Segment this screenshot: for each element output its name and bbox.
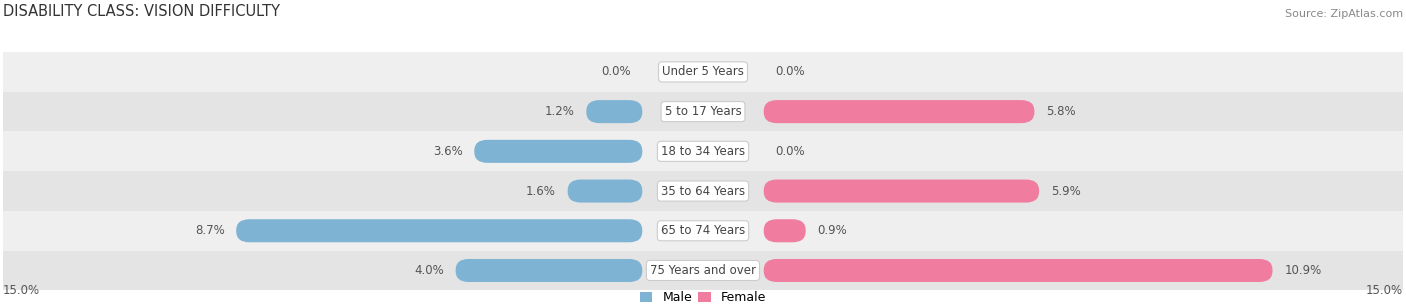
FancyBboxPatch shape	[236, 219, 643, 242]
Text: 1.2%: 1.2%	[544, 105, 575, 118]
Text: Source: ZipAtlas.com: Source: ZipAtlas.com	[1285, 9, 1403, 20]
Text: Under 5 Years: Under 5 Years	[662, 65, 744, 78]
Bar	[3, 52, 1403, 92]
FancyBboxPatch shape	[763, 180, 1039, 203]
Text: 0.0%: 0.0%	[775, 65, 806, 78]
FancyBboxPatch shape	[586, 100, 643, 123]
Text: 18 to 34 Years: 18 to 34 Years	[661, 145, 745, 158]
Text: 5.8%: 5.8%	[1046, 105, 1076, 118]
FancyBboxPatch shape	[763, 259, 1272, 282]
Bar	[3, 92, 1403, 131]
Text: 8.7%: 8.7%	[195, 224, 225, 237]
Text: 0.9%: 0.9%	[817, 224, 848, 237]
Text: 35 to 64 Years: 35 to 64 Years	[661, 185, 745, 198]
Bar	[3, 131, 1403, 171]
Text: 15.0%: 15.0%	[1367, 285, 1403, 297]
Text: 5 to 17 Years: 5 to 17 Years	[665, 105, 741, 118]
Text: 65 to 74 Years: 65 to 74 Years	[661, 224, 745, 237]
Text: 5.9%: 5.9%	[1050, 185, 1081, 198]
Text: DISABILITY CLASS: VISION DIFFICULTY: DISABILITY CLASS: VISION DIFFICULTY	[3, 5, 280, 20]
FancyBboxPatch shape	[763, 100, 1035, 123]
Bar	[3, 251, 1403, 290]
Text: 1.6%: 1.6%	[526, 185, 555, 198]
Text: 10.9%: 10.9%	[1284, 264, 1322, 277]
Text: 0.0%: 0.0%	[775, 145, 806, 158]
FancyBboxPatch shape	[456, 259, 643, 282]
Bar	[3, 211, 1403, 251]
FancyBboxPatch shape	[474, 140, 643, 163]
FancyBboxPatch shape	[763, 219, 806, 242]
Text: 3.6%: 3.6%	[433, 145, 463, 158]
Bar	[3, 171, 1403, 211]
Text: 15.0%: 15.0%	[3, 285, 39, 297]
FancyBboxPatch shape	[568, 180, 643, 203]
Text: 4.0%: 4.0%	[415, 264, 444, 277]
Text: 0.0%: 0.0%	[600, 65, 631, 78]
Text: 75 Years and over: 75 Years and over	[650, 264, 756, 277]
Legend: Male, Female: Male, Female	[640, 291, 766, 304]
